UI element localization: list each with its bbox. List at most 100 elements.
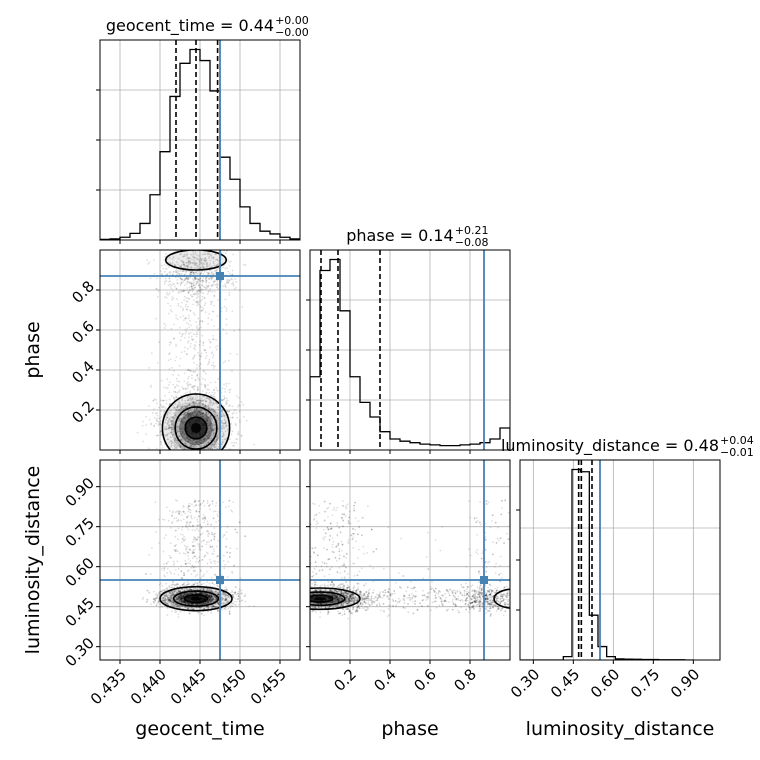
- hist-panel-phase: phase = 0.14 +0.21−0.08: [306, 224, 511, 454]
- sample-point: [213, 583, 216, 586]
- sample-point: [212, 605, 215, 607]
- sample-point: [209, 423, 212, 426]
- sample-point: [187, 399, 190, 402]
- sample-point: [187, 437, 190, 440]
- sample-point: [202, 416, 205, 418]
- sample-point: [215, 439, 218, 441]
- sample-point: [197, 410, 200, 412]
- sample-point: [175, 447, 178, 449]
- sample-point: [179, 424, 181, 427]
- sample-point: [239, 577, 242, 579]
- sample-point: [148, 592, 151, 594]
- sample-point: [196, 524, 199, 527]
- sample-point: [186, 258, 188, 260]
- sample-point: [193, 371, 196, 374]
- sample-point: [199, 533, 202, 536]
- sample-point: [204, 417, 207, 420]
- sample-point: [200, 397, 203, 400]
- sample-point: [181, 425, 184, 427]
- sample-point: [210, 428, 213, 431]
- sample-point: [228, 612, 231, 615]
- sample-point: [178, 607, 181, 609]
- sample-point: [202, 412, 205, 414]
- panel-title: geocent_time = 0.44 +0.00−0.00: [106, 14, 309, 39]
- sample-point: [176, 597, 179, 599]
- sample-point: [166, 433, 169, 436]
- sample-point: [190, 261, 192, 264]
- sample-point: [210, 257, 213, 259]
- sample-point: [180, 410, 182, 412]
- sample-point: [178, 430, 181, 433]
- sample-point: [194, 402, 196, 405]
- sample-point: [221, 428, 224, 430]
- sample-point: [164, 598, 167, 600]
- sample-point: [175, 426, 178, 429]
- sample-point: [174, 444, 177, 447]
- sample-point: [175, 276, 177, 279]
- sample-point: [177, 590, 180, 593]
- sample-point: [187, 416, 190, 419]
- sample-point: [184, 600, 187, 603]
- sample-point: [166, 606, 169, 609]
- sample-point: [192, 443, 194, 446]
- sample-point: [172, 601, 175, 604]
- sample-point: [186, 521, 188, 524]
- sample-point: [168, 271, 171, 274]
- sample-point: [183, 446, 186, 449]
- sample-point: [208, 589, 210, 592]
- sample-point: [185, 548, 187, 551]
- sample-point: [228, 556, 231, 558]
- sample-point: [182, 595, 185, 598]
- sample-point: [208, 388, 210, 391]
- sample-point: [191, 592, 194, 595]
- sample-point: [189, 562, 191, 565]
- sample-point: [228, 499, 231, 502]
- sample-point: [179, 284, 182, 286]
- sample-point: [172, 297, 175, 300]
- sample-point: [167, 432, 170, 435]
- sample-point: [232, 593, 235, 596]
- sample-point: [204, 252, 207, 255]
- sample-point: [157, 424, 160, 427]
- sample-point: [197, 443, 200, 446]
- sample-point: [213, 550, 216, 553]
- sample-point: [184, 412, 186, 415]
- sample-point: [207, 447, 210, 450]
- sample-point: [223, 383, 225, 386]
- sample-point: [184, 601, 186, 603]
- sample-point: [189, 331, 192, 334]
- sample-point: [183, 584, 186, 587]
- sample-point: [193, 354, 196, 357]
- sample-point: [209, 435, 211, 438]
- sample-point: [185, 584, 188, 587]
- sample-point: [180, 438, 183, 441]
- sample-point: [176, 273, 179, 276]
- sample-point: [217, 591, 220, 594]
- sample-point: [181, 426, 184, 429]
- sample-point: [177, 420, 180, 422]
- sample-point: [206, 436, 209, 439]
- sample-point: [203, 438, 206, 441]
- sample-point: [189, 511, 192, 514]
- sample-point: [184, 404, 187, 407]
- sample-point: [207, 407, 210, 409]
- sample-point: [186, 593, 188, 595]
- sample-point: [202, 513, 205, 516]
- sample-point: [168, 427, 170, 430]
- sample-point: [194, 529, 196, 532]
- sample-point: [181, 432, 184, 435]
- sample-point: [168, 586, 171, 588]
- sample-point: [208, 558, 211, 561]
- sample-point: [205, 284, 208, 287]
- sample-point: [182, 445, 185, 448]
- sample-point: [182, 416, 185, 419]
- sample-point: [204, 349, 207, 352]
- sample-point: [200, 272, 203, 274]
- sample-point: [202, 589, 205, 591]
- sample-point: [224, 608, 227, 611]
- sample-point: [200, 400, 202, 403]
- sample-point: [183, 437, 186, 439]
- sample-point: [207, 384, 209, 386]
- sample-point: [214, 253, 217, 255]
- sample-point: [228, 411, 231, 413]
